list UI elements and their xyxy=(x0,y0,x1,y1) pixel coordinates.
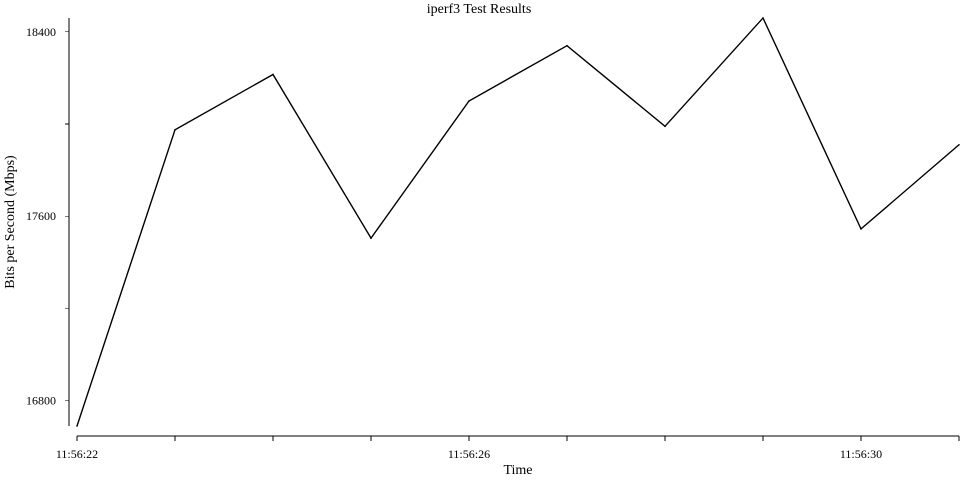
y-axis-label: Bits per Second (Mbps) xyxy=(3,155,18,289)
series-group xyxy=(76,16,960,427)
data-point xyxy=(174,128,176,131)
data-point xyxy=(76,425,78,427)
x-tick-label: 11:56:30 xyxy=(840,447,882,461)
data-point xyxy=(860,228,862,230)
x-axis-ticks: 11:56:22 11:56:26 11:56:30 xyxy=(56,436,960,461)
data-point xyxy=(664,125,666,128)
data-point xyxy=(468,100,470,102)
data-point xyxy=(272,73,274,76)
y-tick-label: 17600 xyxy=(26,209,56,223)
series-line xyxy=(76,16,960,427)
y-tick-label: 16800 xyxy=(26,394,56,408)
x-axis-label: Time xyxy=(503,463,532,478)
x-tick-label: 11:56:22 xyxy=(56,447,98,461)
y-tick-label: 18400 xyxy=(26,25,56,39)
x-tick-label: 11:56:26 xyxy=(448,447,490,461)
data-point xyxy=(370,237,372,239)
data-point xyxy=(762,17,764,19)
data-point xyxy=(958,143,960,146)
data-point xyxy=(566,44,568,47)
y-axis-ticks: 16800 17600 18400 xyxy=(26,25,69,408)
chart-title: iperf3 Test Results xyxy=(427,2,532,17)
